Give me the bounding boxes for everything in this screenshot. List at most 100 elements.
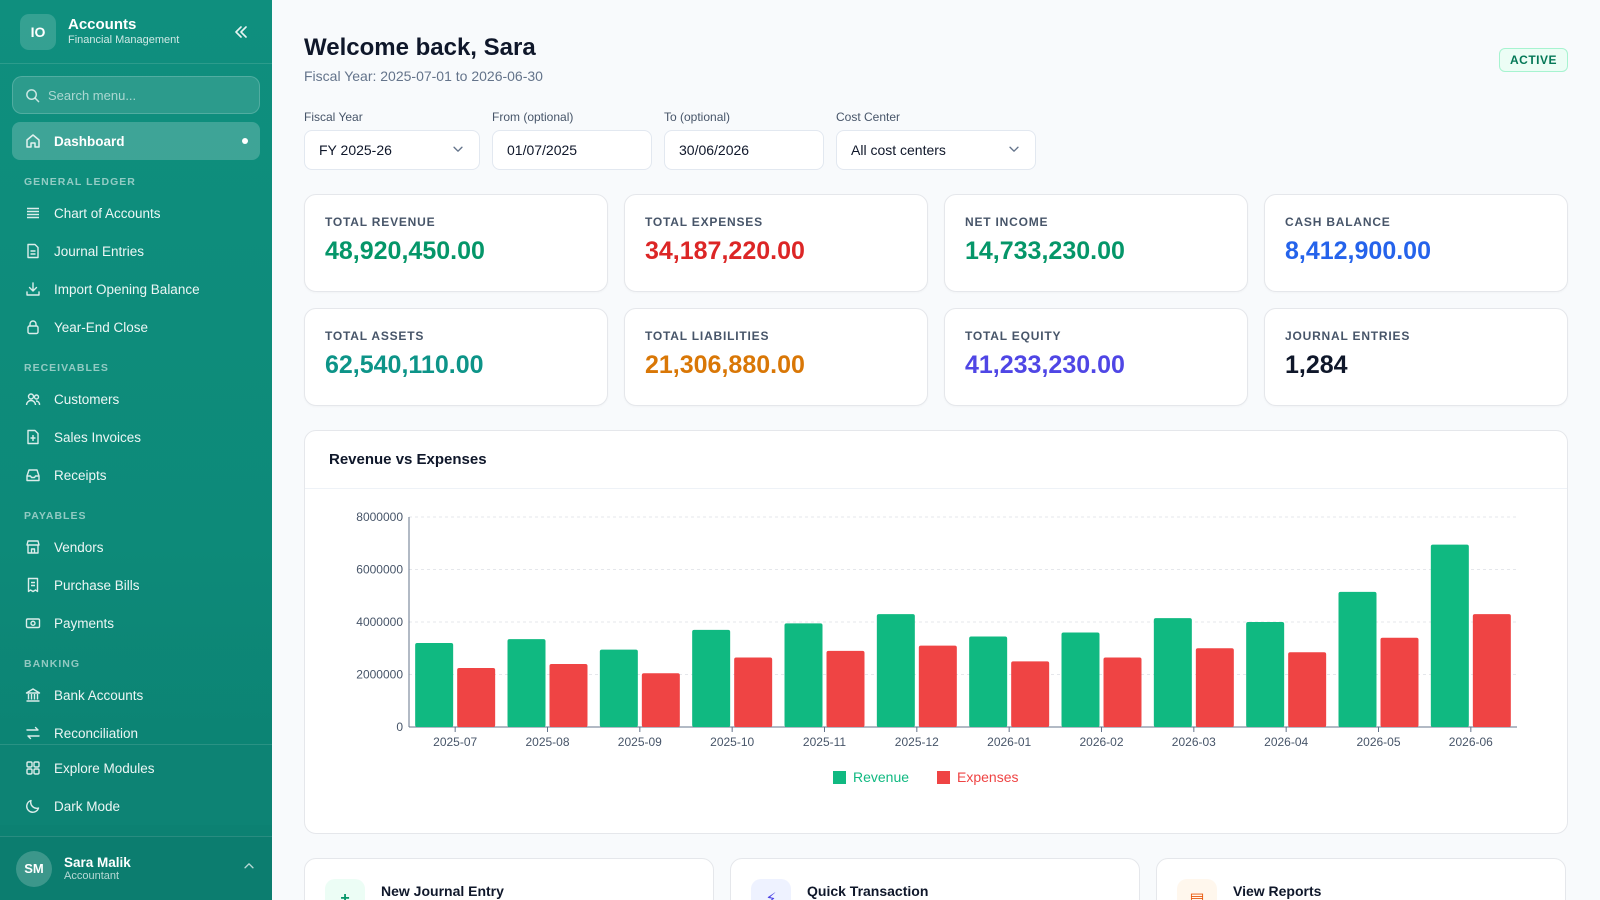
active-indicator <box>242 138 248 144</box>
sidebar-item-label: Dashboard <box>54 133 125 149</box>
x-tick-label: 2026-03 <box>1172 735 1216 749</box>
from-date-field: From (optional) 01/07/2025 <box>492 110 652 170</box>
quick-transaction-button[interactable]: ⚡ Quick Transaction <box>730 858 1140 900</box>
receipt-icon <box>24 576 42 594</box>
sidebar-item-chart-of-accounts[interactable]: Chart of Accounts <box>12 194 260 232</box>
sidebar-item-import-opening-balance[interactable]: Import Opening Balance <box>12 270 260 308</box>
chevron-down-icon <box>1007 142 1021 159</box>
legend-swatch <box>833 771 846 784</box>
double-chevron-left-icon <box>235 25 247 38</box>
from-date-label: From (optional) <box>492 110 574 124</box>
revenue-bar <box>1061 632 1100 727</box>
filter-bar: Fiscal Year FY 2025-26 From (optional) 0… <box>304 110 1568 170</box>
revenue-bar <box>969 636 1008 727</box>
page-subtitle: Fiscal Year: 2025-07-01 to 2026-06-30 <box>304 68 543 84</box>
sidebar-item-bank-accounts[interactable]: Bank Accounts <box>12 676 260 714</box>
collapse-sidebar-button[interactable] <box>230 21 252 43</box>
store-icon <box>24 538 42 556</box>
new-journal-entry-button[interactable]: + New Journal Entry <box>304 858 714 900</box>
sidebar-item-label: Vendors <box>54 539 104 555</box>
sidebar-item-purchase-bills[interactable]: Purchase Bills <box>12 566 260 604</box>
to-date-input[interactable]: 30/06/2026 <box>664 130 824 170</box>
sidebar-item-journal-entries[interactable]: Journal Entries <box>12 232 260 270</box>
sidebar-item-year-end-close[interactable]: Year-End Close <box>12 308 260 346</box>
sidebar-bottom-menu: Explore Modules Dark Mode <box>0 744 272 825</box>
revenue-bar <box>692 629 731 727</box>
lightning-icon: ⚡ <box>751 879 791 900</box>
sidebar-item-reconciliation[interactable]: Reconciliation <box>12 714 260 752</box>
stat-value: 48,920,450.00 <box>325 237 485 265</box>
fiscal-year-label: Fiscal Year <box>304 110 363 124</box>
revenue-bar <box>1430 544 1469 727</box>
banknote-icon <box>24 614 42 632</box>
x-tick-label: 2026-05 <box>1356 735 1400 749</box>
sidebar-item-label: Bank Accounts <box>54 687 144 703</box>
brand-subtitle: Financial Management <box>68 34 180 46</box>
dark-mode-toggle[interactable]: Dark Mode <box>12 787 260 825</box>
stat-card: TOTAL ASSETS 62,540,110.00 <box>304 308 608 406</box>
revenue-bar <box>507 639 546 727</box>
stat-label: TOTAL LIABILITIES <box>645 329 770 343</box>
to-date-label: To (optional) <box>664 110 731 124</box>
search-icon <box>26 88 40 102</box>
revenue-bar <box>1246 622 1285 727</box>
sidebar-item-customers[interactable]: Customers <box>12 380 260 418</box>
lock-icon <box>24 318 42 336</box>
stat-label: CASH BALANCE <box>1285 215 1391 229</box>
sidebar-item-sales-invoices[interactable]: Sales Invoices <box>12 418 260 456</box>
x-tick-label: 2025-11 <box>803 735 846 749</box>
expenses-bar <box>457 667 496 727</box>
from-date-input[interactable]: 01/07/2025 <box>492 130 652 170</box>
y-tick-label: 6000000 <box>356 563 403 577</box>
sidebar-item-label: Reconciliation <box>54 725 139 741</box>
download-icon <box>24 280 42 298</box>
nav-section-general-ledger: GENERAL LEDGER <box>24 176 136 188</box>
brand-logo: IO <box>20 13 56 50</box>
list-icon <box>24 204 42 222</box>
expenses-bar <box>1472 614 1511 727</box>
grid-icon <box>24 759 42 777</box>
arrows-exchange-icon <box>24 724 42 742</box>
sidebar-item-label: Explore Modules <box>54 760 155 776</box>
action-title: Quick Transaction <box>807 883 929 899</box>
view-reports-button[interactable]: ▤ View Reports <box>1156 858 1566 900</box>
stat-card: CASH BALANCE 8,412,900.00 <box>1264 194 1568 292</box>
user-menu[interactable]: SM Sara Malik Accountant <box>0 836 272 900</box>
search-box[interactable] <box>12 76 260 114</box>
y-tick-label: 8000000 <box>356 510 403 524</box>
x-tick-label: 2026-01 <box>987 735 1031 749</box>
revenue-expenses-chart: 0 2000000 4000000 6000000 8000000 2025-07 2025… <box>356 510 1517 785</box>
stat-value: 41,233,230.00 <box>965 351 1125 379</box>
page-title: Welcome back, Sara <box>304 34 536 61</box>
stat-card: TOTAL EXPENSES 34,187,220.00 <box>624 194 928 292</box>
fiscal-year-select[interactable]: FY 2025-26 <box>304 130 480 170</box>
stat-label: NET INCOME <box>965 215 1049 229</box>
revenue-bar <box>1153 618 1192 727</box>
action-title: New Journal Entry <box>381 883 504 899</box>
x-tick-label: 2026-02 <box>1079 735 1123 749</box>
sidebar-item-label: Import Opening Balance <box>54 281 200 297</box>
chevron-up-icon <box>242 859 256 878</box>
sidebar-item-dashboard[interactable]: Dashboard <box>12 122 260 160</box>
report-icon: ▤ <box>1177 879 1217 900</box>
revenue-expenses-chart-card: Revenue vs Expenses 0 2000000 4000000 60000… <box>304 430 1568 834</box>
sidebar-item-explore-modules[interactable]: Explore Modules <box>12 749 260 787</box>
stat-card: JOURNAL ENTRIES 1,284 <box>1264 308 1568 406</box>
x-tick-label: 2026-04 <box>1264 735 1308 749</box>
home-icon <box>24 132 42 150</box>
y-tick-label: 2000000 <box>356 668 403 682</box>
sidebar-item-payments[interactable]: Payments <box>12 604 260 642</box>
sidebar-item-receipts[interactable]: Receipts <box>12 456 260 494</box>
search-input[interactable] <box>48 87 238 103</box>
x-tick-label: 2025-12 <box>895 735 939 749</box>
sidebar-item-vendors[interactable]: Vendors <box>12 528 260 566</box>
cost-center-select[interactable]: All cost centers <box>836 130 1036 170</box>
x-tick-label: 2025-09 <box>618 735 662 749</box>
stat-value: 8,412,900.00 <box>1285 237 1431 265</box>
x-tick-label: 2025-08 <box>525 735 569 749</box>
revenue-bar <box>876 614 915 727</box>
chevron-down-icon <box>451 142 465 159</box>
revenue-bar <box>784 623 823 727</box>
stat-value: 14,733,230.00 <box>965 237 1125 265</box>
sidebar-item-label: Journal Entries <box>54 243 145 259</box>
